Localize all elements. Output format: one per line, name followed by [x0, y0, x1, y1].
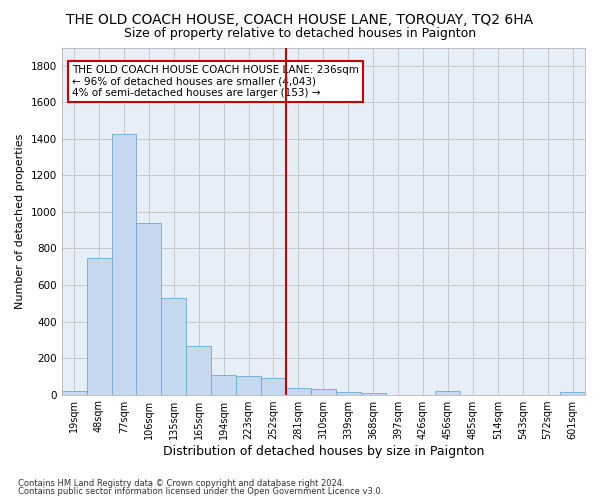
Y-axis label: Number of detached properties: Number of detached properties: [15, 134, 25, 308]
Bar: [186, 346, 211, 395]
Bar: [112, 134, 136, 394]
Bar: [136, 223, 161, 394]
Bar: [286, 388, 311, 394]
Bar: [261, 378, 286, 394]
Text: THE OLD COACH HOUSE COACH HOUSE LANE: 236sqm
← 96% of detached houses are smalle: THE OLD COACH HOUSE COACH HOUSE LANE: 23…: [72, 65, 359, 98]
Bar: [361, 393, 386, 394]
Bar: [436, 392, 460, 394]
Text: Contains HM Land Registry data © Crown copyright and database right 2024.: Contains HM Land Registry data © Crown c…: [18, 478, 344, 488]
Bar: [236, 376, 261, 394]
Text: Size of property relative to detached houses in Paignton: Size of property relative to detached ho…: [124, 28, 476, 40]
Bar: [161, 298, 186, 394]
Bar: [62, 390, 86, 394]
Bar: [311, 390, 336, 394]
Bar: [336, 392, 361, 394]
Bar: [560, 392, 585, 394]
Bar: [211, 376, 236, 394]
Text: Contains public sector information licensed under the Open Government Licence v3: Contains public sector information licen…: [18, 487, 383, 496]
Text: THE OLD COACH HOUSE, COACH HOUSE LANE, TORQUAY, TQ2 6HA: THE OLD COACH HOUSE, COACH HOUSE LANE, T…: [67, 12, 533, 26]
X-axis label: Distribution of detached houses by size in Paignton: Distribution of detached houses by size …: [163, 444, 484, 458]
Bar: [86, 258, 112, 394]
